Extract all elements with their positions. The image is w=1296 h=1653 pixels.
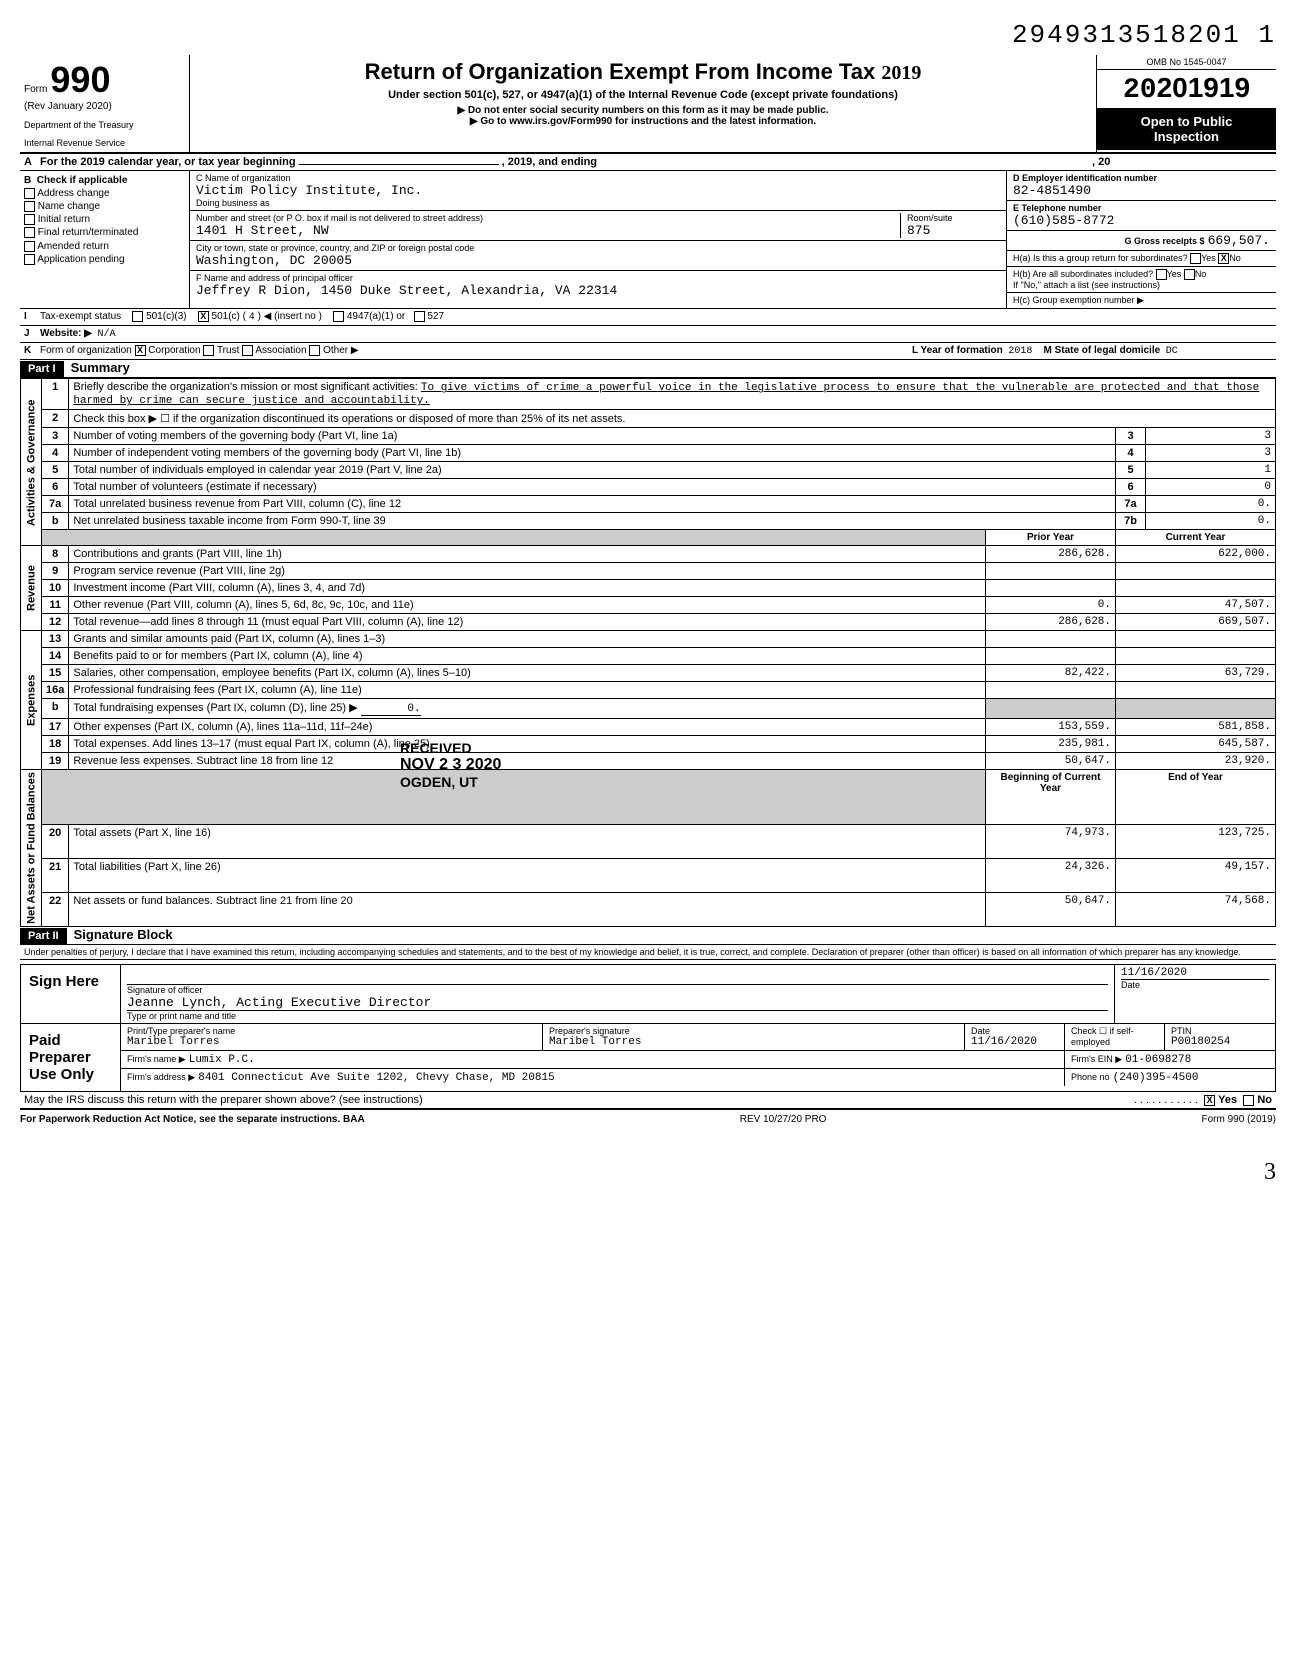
state-domicile: DC — [1166, 346, 1178, 357]
liabilities-begin: 24,326. — [986, 858, 1116, 892]
column-b: B Check if applicable Address change Nam… — [20, 171, 190, 308]
org-name: Victim Policy Institute, Inc. — [196, 183, 1000, 198]
form-title: Return of Organization Exempt From Incom… — [200, 59, 1086, 85]
side-net-assets: Net Assets or Fund Balances — [21, 770, 42, 927]
check-final-return[interactable]: Final return/terminated — [24, 227, 185, 238]
telephone: (610)585-8772 — [1013, 213, 1270, 228]
irs-discuss-row: May the IRS discuss this return with the… — [20, 1092, 1276, 1110]
officer-sign-date: 11/16/2020 — [1121, 967, 1269, 980]
paid-preparer-label: Paid Preparer Use Only — [21, 1024, 121, 1091]
dept-irs: Internal Revenue Service — [24, 138, 185, 148]
org-street: 1401 H Street, NW — [196, 223, 900, 238]
document-number: 2949313518201 1 — [20, 20, 1276, 50]
liabilities-end: 49,157. — [1116, 858, 1276, 892]
row-a: A For the 2019 calendar year, or tax yea… — [20, 154, 1276, 171]
page-footer: For Paperwork Reduction Act Notice, see … — [20, 1110, 1276, 1129]
column-c: C Name of organization Victim Policy Ins… — [190, 171, 1006, 308]
form-number: 990 — [50, 59, 110, 100]
org-city: Washington, DC 20005 — [196, 253, 1000, 268]
form-subtitle: Under section 501(c), 527, or 4947(a)(1)… — [200, 89, 1086, 101]
part-2-header: Part II Signature Block — [20, 927, 1276, 945]
check-address-change[interactable]: Address change — [24, 188, 185, 199]
form-instruction-2: ▶ Go to www.irs.gov/Form990 for instruct… — [200, 116, 1086, 127]
contributions-current: 622,000. — [1116, 546, 1276, 563]
firm-address: 8401 Connecticut Ave Suite 1202, Chevy C… — [198, 1072, 554, 1084]
open-to-public: Open to Public Inspection — [1097, 108, 1276, 150]
volunteers: 0 — [1146, 479, 1276, 496]
page-number-handwritten: 3 — [20, 1159, 1276, 1186]
officer-name: Jeffrey R Dion, 1450 Duke Street, Alexan… — [196, 283, 1000, 298]
ein: 82-4851490 — [1013, 183, 1270, 198]
officer-name-title: Jeanne Lynch, Acting Executive Director — [127, 995, 1108, 1011]
preparer-name: Maribel Torres — [127, 1036, 536, 1048]
row-i: I Tax-exempt status 501(c)(3) X 501(c) (… — [20, 309, 1276, 326]
total-exp-prior: 235,981. — [986, 736, 1116, 753]
check-amended-return[interactable]: Amended return — [24, 241, 185, 252]
dept-treasury: Department of the Treasury — [24, 120, 185, 130]
form-header: Form 990 (Rev January 2020) Department o… — [20, 55, 1276, 154]
form-revision: (Rev January 2020) — [24, 101, 185, 112]
year-of-formation: 2018 — [1008, 346, 1032, 357]
preparer-date: 11/16/2020 — [971, 1036, 1058, 1048]
part-1-header: Part I Summary — [20, 360, 1276, 378]
check-name-change[interactable]: Name change — [24, 201, 185, 212]
other-rev-current: 47,507. — [1116, 597, 1276, 614]
column-d: D Employer identification number 82-4851… — [1006, 171, 1276, 308]
gross-receipts: 669,507. — [1208, 233, 1270, 248]
perjury-statement: Under penalties of perjury, I declare th… — [20, 945, 1276, 960]
summary-table: Activities & Governance 1 Briefly descri… — [20, 378, 1276, 927]
net-assets-end: 74,568. — [1116, 893, 1276, 927]
salaries-prior: 82,422. — [986, 665, 1116, 682]
contributions-prior: 286,628. — [986, 546, 1116, 563]
employees: 1 — [1146, 462, 1276, 479]
independent-members: 3 — [1146, 445, 1276, 462]
preparer-signature: Maribel Torres — [549, 1036, 958, 1048]
firm-ein: 01-0698278 — [1125, 1054, 1191, 1066]
unrelated-revenue: 0. — [1146, 496, 1276, 513]
sign-here-label: Sign Here — [21, 965, 121, 1023]
side-expenses: Expenses — [21, 631, 42, 770]
website: N/A — [98, 329, 116, 340]
side-revenue: Revenue — [21, 546, 42, 631]
row-j: J Website: ▶ N/A — [20, 326, 1276, 343]
omb-number: OMB No 1545-0047 — [1097, 55, 1276, 70]
total-rev-current: 669,507. — [1116, 614, 1276, 631]
total-rev-prior: 286,628. — [986, 614, 1116, 631]
other-rev-prior: 0. — [986, 597, 1116, 614]
voting-members: 3 — [1146, 428, 1276, 445]
assets-end: 123,725. — [1116, 824, 1276, 858]
salaries-current: 63,729. — [1116, 665, 1276, 682]
form-label: Form — [24, 84, 47, 95]
ptin: P00180254 — [1171, 1036, 1269, 1048]
side-activities-governance: Activities & Governance — [21, 379, 42, 546]
year-handwritten: 2019 — [881, 62, 921, 84]
check-application-pending[interactable]: Application pending — [24, 254, 185, 265]
total-exp-current: 645,587. — [1116, 736, 1276, 753]
other-exp-current: 581,858. — [1116, 719, 1276, 736]
org-room: 875 — [907, 223, 1000, 238]
tax-year: 20201919 — [1097, 70, 1276, 108]
check-initial-return[interactable]: Initial return — [24, 214, 185, 225]
form-instruction-1: ▶ Do not enter social security numbers o… — [200, 105, 1086, 116]
net-unrelated: 0. — [1146, 513, 1276, 530]
received-stamp: RECEIVED NOV 2 3 2020 OGDEN, UT — [400, 740, 501, 790]
other-exp-prior: 153,559. — [986, 719, 1116, 736]
section-b-to-h: B Check if applicable Address change Nam… — [20, 171, 1276, 309]
net-assets-begin: 50,647. — [986, 893, 1116, 927]
signature-block: Sign Here Signature of officer Jeanne Ly… — [20, 964, 1276, 1092]
firm-name: Lumix P.C. — [189, 1054, 255, 1066]
firm-phone: (240)395-4500 — [1113, 1072, 1199, 1084]
rev-less-exp-prior: 50,647. — [986, 753, 1116, 770]
row-k: K Form of organization X Corporation Tru… — [20, 343, 1276, 360]
rev-less-exp-current: 23,920. — [1116, 753, 1276, 770]
assets-begin: 74,973. — [986, 824, 1116, 858]
